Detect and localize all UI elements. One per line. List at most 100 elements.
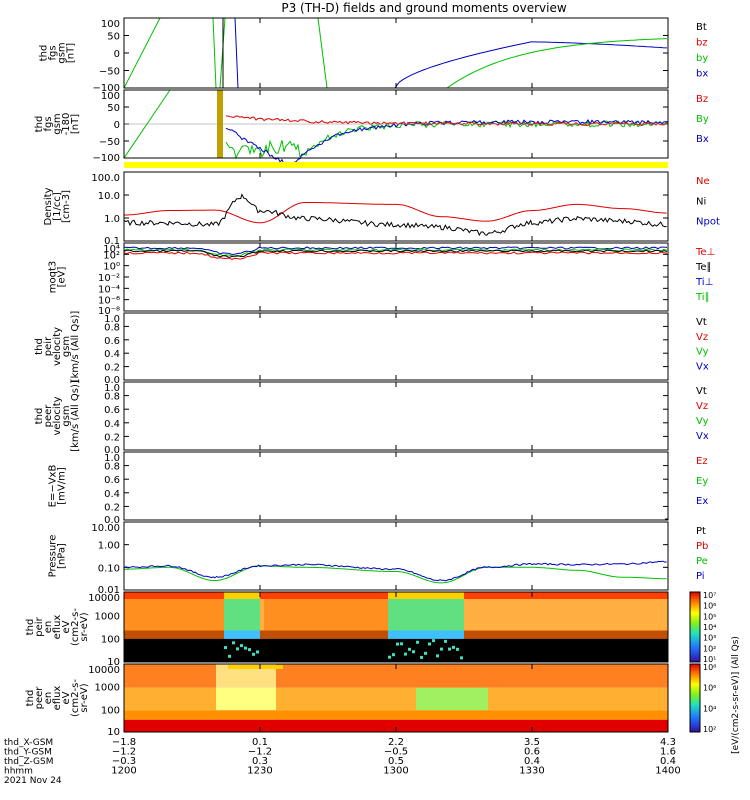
ion-spec-cell xyxy=(384,630,388,639)
elec-spec-cell xyxy=(316,687,320,711)
ion-spec-cell xyxy=(228,630,232,639)
ion-spec-cell xyxy=(136,599,140,631)
panel-elec_spec: thdpeerenefluxeV(cm2-s-sr-eV) 10000 1000 10… xyxy=(25,663,669,738)
elec-spec-cell xyxy=(520,719,524,732)
elec-spec-cell xyxy=(176,719,180,732)
elec-spec-cell xyxy=(440,710,444,720)
xaxis-row-label: hhmm xyxy=(4,767,33,777)
elec-spec-cell xyxy=(404,719,408,732)
ion-spec-cell xyxy=(504,630,508,639)
ion-spec-cell xyxy=(308,630,312,639)
ion-spec-cell xyxy=(540,599,544,631)
elec-spec-cell xyxy=(236,687,240,711)
ion-spec-cell xyxy=(500,630,504,639)
elec-spec-cell xyxy=(604,719,608,732)
elec-spec-cell xyxy=(428,710,432,720)
elec-spec-cell xyxy=(508,710,512,720)
ion-spec-cell xyxy=(580,592,584,599)
elec-spec-cell xyxy=(192,687,196,711)
elec-spec-cell xyxy=(468,664,472,688)
ion-spec-cell xyxy=(656,592,660,599)
ion-spec-cell xyxy=(528,592,532,599)
elec-spec-cell xyxy=(264,710,268,720)
ylabel-line: (cm2-s- xyxy=(70,608,81,646)
ion-spec-cell xyxy=(132,630,136,639)
elec-spec-cell xyxy=(164,687,168,711)
ion-spec-cell xyxy=(452,630,456,639)
ylabel-efield: E=−VxB[mV/m] xyxy=(48,465,68,508)
elec-spec-cell xyxy=(412,710,416,720)
elec-spec-cell xyxy=(644,719,648,732)
ion-spec-cell xyxy=(248,592,252,599)
ion-spec-cell xyxy=(420,630,424,639)
elec-spec-cell xyxy=(380,719,384,732)
elec-spec-cell xyxy=(652,687,656,711)
elec-spec-cell xyxy=(616,719,620,732)
colorbar-label: [eV/(cm2-s-sr-eV)] (All Qs) xyxy=(731,636,741,754)
elec-spec-cell xyxy=(220,687,224,711)
elec-spec-cell xyxy=(260,719,264,732)
colorbar-elec-tick: 10⁶ xyxy=(703,684,716,693)
elec-spec-cell xyxy=(584,719,588,732)
ion-spec-cell xyxy=(372,630,376,639)
elec-spec-cell xyxy=(572,710,576,720)
elec-spec-cell xyxy=(580,719,584,732)
elec-spec-cell xyxy=(488,687,492,711)
elec-spec-cell xyxy=(284,664,288,688)
elec-spec-cell xyxy=(324,710,328,720)
ion-spec-cell xyxy=(352,599,356,631)
elec-spec-cell xyxy=(624,664,628,688)
ion-spec-cell xyxy=(312,592,316,599)
elec-spec-cell xyxy=(540,664,544,688)
elec-spec-cell xyxy=(140,719,144,732)
legend-Vz: Vz xyxy=(696,401,708,412)
xaxis-value: 0.3 xyxy=(252,756,268,767)
ion-spec-cell xyxy=(288,599,292,631)
ion-spec-cell xyxy=(292,592,296,599)
ion-spec-cell xyxy=(652,592,656,599)
elec-spec-cell xyxy=(152,710,156,720)
ion-spec-cell xyxy=(476,599,480,631)
elec-spec-cell xyxy=(588,687,592,711)
colorbar-ion-tick: 10⁴ xyxy=(703,623,716,632)
ion-spec-cell xyxy=(632,599,636,631)
elec-spec-cell xyxy=(448,687,452,711)
ion-spec-cell xyxy=(444,630,448,639)
elec-spec-cell xyxy=(512,719,516,732)
ion-spec-cell xyxy=(508,630,512,639)
ion-spec-cell xyxy=(636,599,640,631)
ion-spec-cell xyxy=(268,599,272,631)
ytick-label: 0 xyxy=(114,120,120,131)
elec-spec-cell xyxy=(420,664,424,688)
ion-spec-cell xyxy=(340,630,344,639)
ytick-label: 1.0 xyxy=(104,453,120,464)
ion-spec-cell xyxy=(512,630,516,639)
ion-spec-speck xyxy=(408,647,411,651)
elec-spec-cell xyxy=(636,687,640,711)
ion-spec-cell xyxy=(156,630,160,639)
ion-spec-cell xyxy=(152,592,156,599)
elec-spec-cell xyxy=(552,664,556,688)
elec-spec-cell xyxy=(648,719,652,732)
ytick-label: 0.01 xyxy=(98,585,120,596)
elec-spec-cell xyxy=(152,664,156,688)
elec-spec-cell xyxy=(212,710,216,720)
ion-spec-cell xyxy=(144,630,148,639)
elec-spec-cell xyxy=(632,664,636,688)
ion-spec-cell xyxy=(256,592,260,599)
legend-Ez: Ez xyxy=(696,456,708,467)
ytick-label: 1000 xyxy=(95,611,120,622)
ion-spec-cell xyxy=(304,630,308,639)
ion-spec-cell xyxy=(248,630,252,639)
ion-spec-cell xyxy=(496,599,500,631)
ion-spec-cell xyxy=(280,630,284,639)
elec-spec-cell xyxy=(532,664,536,688)
xaxis-value: 1.6 xyxy=(660,747,676,758)
elec-spec-cell xyxy=(340,710,344,720)
elec-spec-cell xyxy=(600,710,604,720)
ytick-label: 1.0 xyxy=(104,383,120,394)
ion-spec-speck xyxy=(416,640,419,644)
ion-spec-cell xyxy=(376,592,380,599)
ion-spec-cell xyxy=(660,630,664,639)
elec-spec-cell xyxy=(124,687,128,711)
